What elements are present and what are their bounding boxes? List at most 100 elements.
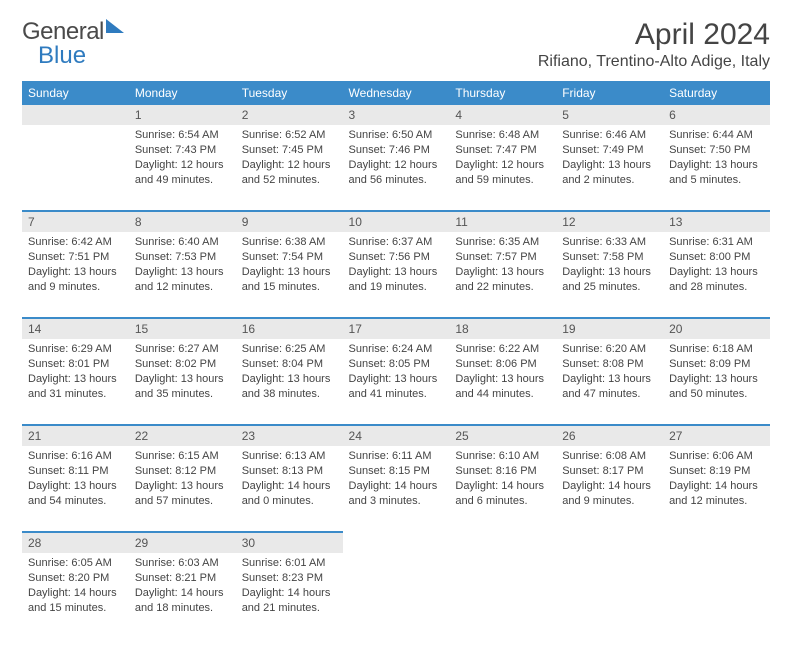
day-body-cell: Sunrise: 6:46 AMSunset: 7:49 PMDaylight:… xyxy=(556,125,663,211)
sunset-text: Sunset: 8:08 PM xyxy=(562,357,657,372)
day-details: Sunrise: 6:44 AMSunset: 7:50 PMDaylight:… xyxy=(663,125,770,193)
sunrise-text: Sunrise: 6:05 AM xyxy=(28,556,123,571)
day-body-cell: Sunrise: 6:50 AMSunset: 7:46 PMDaylight:… xyxy=(343,125,450,211)
daylight-text-1: Daylight: 13 hours xyxy=(669,265,764,280)
day-number-cell: 25 xyxy=(449,425,556,446)
day-details: Sunrise: 6:16 AMSunset: 8:11 PMDaylight:… xyxy=(22,446,129,514)
day-body-cell: Sunrise: 6:25 AMSunset: 8:04 PMDaylight:… xyxy=(236,339,343,425)
sunset-text: Sunset: 8:23 PM xyxy=(242,571,337,586)
daylight-text-2: and 50 minutes. xyxy=(669,387,764,402)
day-body-cell: Sunrise: 6:37 AMSunset: 7:56 PMDaylight:… xyxy=(343,232,450,318)
sunrise-text: Sunrise: 6:20 AM xyxy=(562,342,657,357)
week-body-row: Sunrise: 6:42 AMSunset: 7:51 PMDaylight:… xyxy=(22,232,770,318)
day-number-cell: 23 xyxy=(236,425,343,446)
sunset-text: Sunset: 7:45 PM xyxy=(242,143,337,158)
logo-triangle-icon xyxy=(106,19,124,33)
week-number-row: 21222324252627 xyxy=(22,425,770,446)
daylight-text-2: and 41 minutes. xyxy=(349,387,444,402)
sunset-text: Sunset: 7:56 PM xyxy=(349,250,444,265)
sunrise-text: Sunrise: 6:01 AM xyxy=(242,556,337,571)
day-details: Sunrise: 6:24 AMSunset: 8:05 PMDaylight:… xyxy=(343,339,450,407)
daylight-text-2: and 52 minutes. xyxy=(242,173,337,188)
day-details: Sunrise: 6:29 AMSunset: 8:01 PMDaylight:… xyxy=(22,339,129,407)
day-body-cell: Sunrise: 6:16 AMSunset: 8:11 PMDaylight:… xyxy=(22,446,129,532)
day-body-cell xyxy=(343,553,450,639)
day-number-cell: 2 xyxy=(236,105,343,125)
sunset-text: Sunset: 8:06 PM xyxy=(455,357,550,372)
daylight-text-1: Daylight: 12 hours xyxy=(242,158,337,173)
daylight-text-2: and 3 minutes. xyxy=(349,494,444,509)
day-number-cell: 16 xyxy=(236,318,343,339)
week-number-row: 78910111213 xyxy=(22,211,770,232)
sunset-text: Sunset: 8:15 PM xyxy=(349,464,444,479)
daylight-text-1: Daylight: 12 hours xyxy=(455,158,550,173)
daylight-text-1: Daylight: 13 hours xyxy=(242,265,337,280)
day-number-cell: 3 xyxy=(343,105,450,125)
sunrise-text: Sunrise: 6:31 AM xyxy=(669,235,764,250)
day-body-cell xyxy=(556,553,663,639)
sunset-text: Sunset: 7:47 PM xyxy=(455,143,550,158)
day-body-cell: Sunrise: 6:11 AMSunset: 8:15 PMDaylight:… xyxy=(343,446,450,532)
sunrise-text: Sunrise: 6:54 AM xyxy=(135,128,230,143)
day-details: Sunrise: 6:54 AMSunset: 7:43 PMDaylight:… xyxy=(129,125,236,193)
sunset-text: Sunset: 8:02 PM xyxy=(135,357,230,372)
sunrise-text: Sunrise: 6:38 AM xyxy=(242,235,337,250)
daylight-text-2: and 56 minutes. xyxy=(349,173,444,188)
day-number-cell: 24 xyxy=(343,425,450,446)
day-body-cell: Sunrise: 6:22 AMSunset: 8:06 PMDaylight:… xyxy=(449,339,556,425)
daylight-text-2: and 25 minutes. xyxy=(562,280,657,295)
sunrise-text: Sunrise: 6:40 AM xyxy=(135,235,230,250)
daylight-text-2: and 18 minutes. xyxy=(135,601,230,616)
daylight-text-2: and 44 minutes. xyxy=(455,387,550,402)
day-details: Sunrise: 6:27 AMSunset: 8:02 PMDaylight:… xyxy=(129,339,236,407)
daylight-text-1: Daylight: 13 hours xyxy=(242,372,337,387)
day-details: Sunrise: 6:08 AMSunset: 8:17 PMDaylight:… xyxy=(556,446,663,514)
sunset-text: Sunset: 7:49 PM xyxy=(562,143,657,158)
day-body-cell: Sunrise: 6:40 AMSunset: 7:53 PMDaylight:… xyxy=(129,232,236,318)
sunrise-text: Sunrise: 6:11 AM xyxy=(349,449,444,464)
sunrise-text: Sunrise: 6:10 AM xyxy=(455,449,550,464)
daylight-text-1: Daylight: 12 hours xyxy=(135,158,230,173)
day-details: Sunrise: 6:46 AMSunset: 7:49 PMDaylight:… xyxy=(556,125,663,193)
day-details: Sunrise: 6:22 AMSunset: 8:06 PMDaylight:… xyxy=(449,339,556,407)
day-number-cell: 17 xyxy=(343,318,450,339)
daylight-text-1: Daylight: 12 hours xyxy=(349,158,444,173)
daylight-text-1: Daylight: 14 hours xyxy=(28,586,123,601)
daylight-text-2: and 19 minutes. xyxy=(349,280,444,295)
daylight-text-1: Daylight: 14 hours xyxy=(562,479,657,494)
day-number-cell: 6 xyxy=(663,105,770,125)
daylight-text-1: Daylight: 14 hours xyxy=(242,586,337,601)
daylight-text-2: and 6 minutes. xyxy=(455,494,550,509)
day-body-cell: Sunrise: 6:24 AMSunset: 8:05 PMDaylight:… xyxy=(343,339,450,425)
week-number-row: 123456 xyxy=(22,105,770,125)
daylight-text-1: Daylight: 13 hours xyxy=(455,265,550,280)
location-label: Rifiano, Trentino-Alto Adige, Italy xyxy=(538,53,770,71)
weekday-monday: Monday xyxy=(129,81,236,105)
sunrise-text: Sunrise: 6:44 AM xyxy=(669,128,764,143)
week-body-row: Sunrise: 6:05 AMSunset: 8:20 PMDaylight:… xyxy=(22,553,770,639)
day-details: Sunrise: 6:37 AMSunset: 7:56 PMDaylight:… xyxy=(343,232,450,300)
daylight-text-2: and 0 minutes. xyxy=(242,494,337,509)
day-number-cell: 28 xyxy=(22,532,129,553)
sunrise-text: Sunrise: 6:48 AM xyxy=(455,128,550,143)
sunset-text: Sunset: 8:21 PM xyxy=(135,571,230,586)
week-body-row: Sunrise: 6:54 AMSunset: 7:43 PMDaylight:… xyxy=(22,125,770,211)
sunrise-text: Sunrise: 6:22 AM xyxy=(455,342,550,357)
sunrise-text: Sunrise: 6:29 AM xyxy=(28,342,123,357)
daylight-text-2: and 28 minutes. xyxy=(669,280,764,295)
sunset-text: Sunset: 8:19 PM xyxy=(669,464,764,479)
day-number-cell: 20 xyxy=(663,318,770,339)
sunrise-text: Sunrise: 6:03 AM xyxy=(135,556,230,571)
day-body-cell: Sunrise: 6:27 AMSunset: 8:02 PMDaylight:… xyxy=(129,339,236,425)
daylight-text-1: Daylight: 14 hours xyxy=(669,479,764,494)
day-details: Sunrise: 6:50 AMSunset: 7:46 PMDaylight:… xyxy=(343,125,450,193)
sunrise-text: Sunrise: 6:08 AM xyxy=(562,449,657,464)
day-body-cell: Sunrise: 6:35 AMSunset: 7:57 PMDaylight:… xyxy=(449,232,556,318)
daylight-text-2: and 35 minutes. xyxy=(135,387,230,402)
daylight-text-1: Daylight: 13 hours xyxy=(562,265,657,280)
day-details: Sunrise: 6:01 AMSunset: 8:23 PMDaylight:… xyxy=(236,553,343,621)
daylight-text-1: Daylight: 13 hours xyxy=(349,372,444,387)
day-number-cell: 30 xyxy=(236,532,343,553)
day-body-cell xyxy=(449,553,556,639)
sunset-text: Sunset: 7:46 PM xyxy=(349,143,444,158)
